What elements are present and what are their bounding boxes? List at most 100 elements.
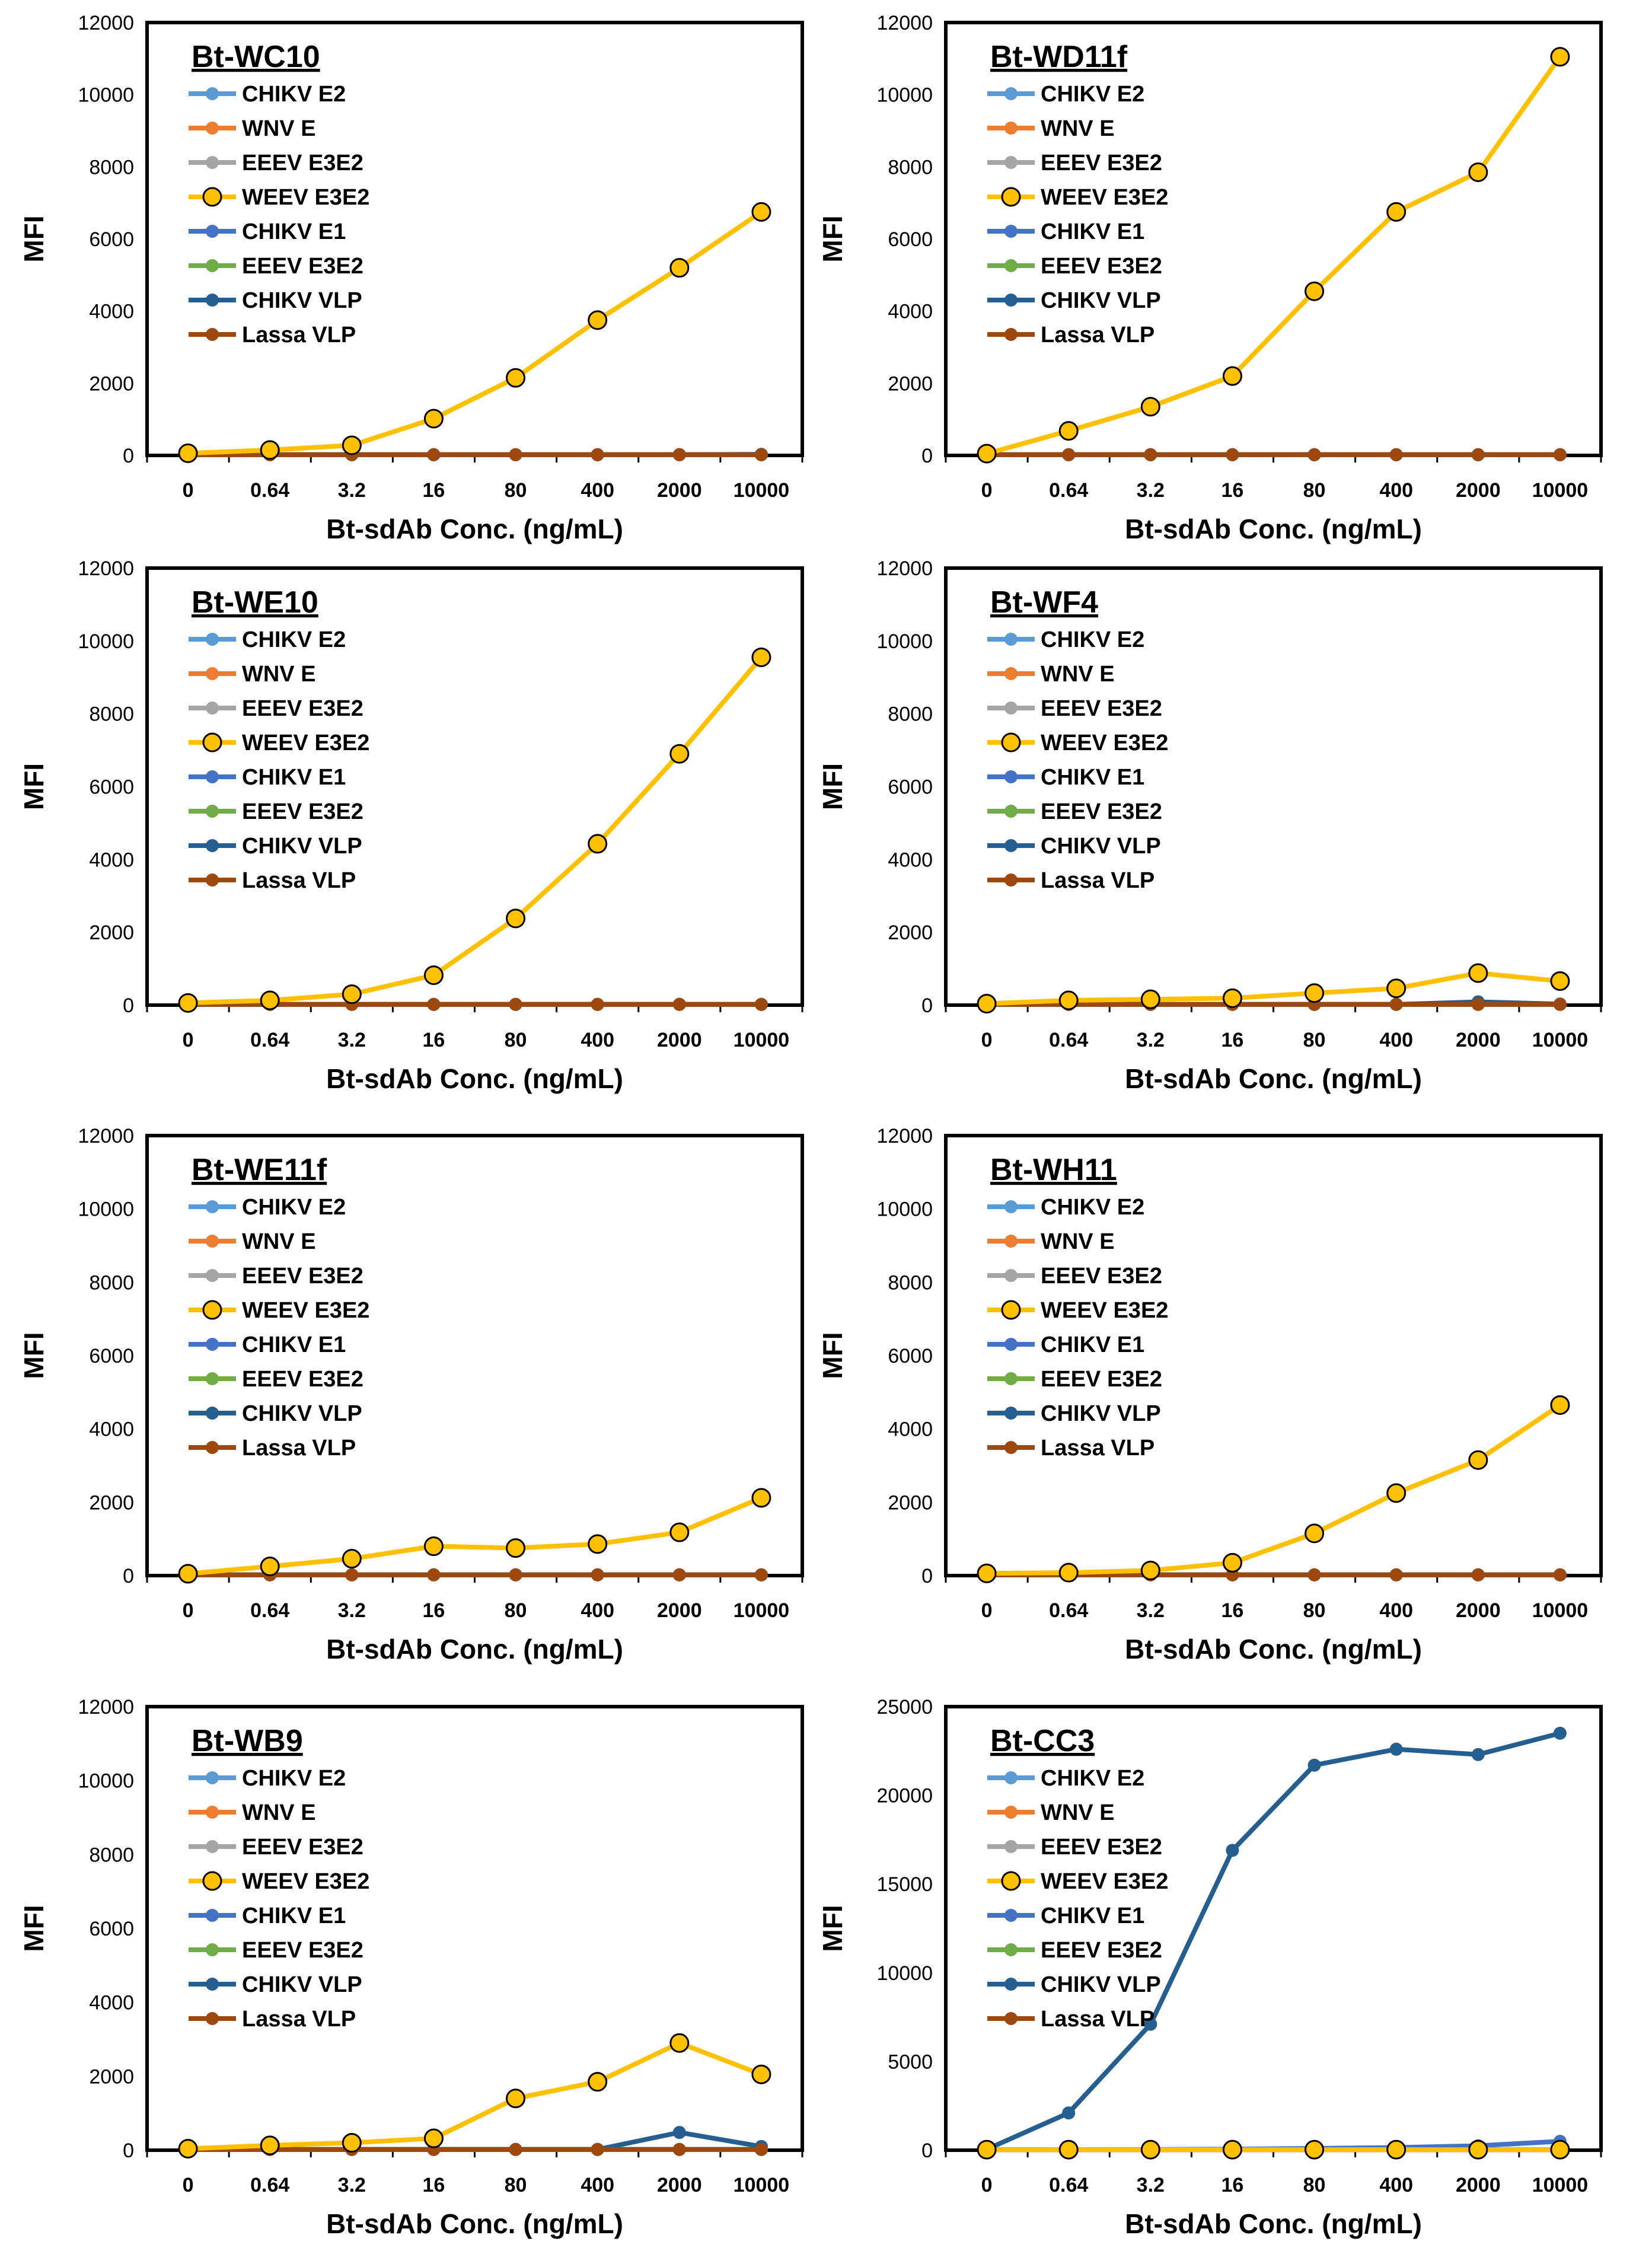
data-point [588, 2072, 608, 2092]
data-point [1062, 448, 1076, 461]
chart-panel-3: 0 2000 4000 6000 8000 10000 12000 0 0.64 3.2 16 80 4… [18, 557, 804, 1094]
y-tick-label: 8000 [89, 156, 134, 178]
legend-marker [206, 1407, 219, 1420]
data-point [672, 448, 686, 461]
legend-marker [206, 122, 219, 135]
x-tick-label: 400 [1379, 1029, 1413, 1051]
y-tick-label: 4000 [89, 1992, 134, 2014]
data-point [1144, 448, 1157, 461]
data-point [427, 997, 441, 1011]
x-tick-label: 0.64 [1049, 479, 1088, 502]
data-point [1058, 2140, 1079, 2160]
x-tick-label: 80 [1303, 1029, 1326, 1051]
legend-marker [206, 2012, 219, 2025]
data-point [751, 2064, 771, 2084]
legend-label: CHIKV E1 [242, 765, 346, 790]
legend-marker [1004, 225, 1018, 238]
chart-panel-6: 0 2000 4000 6000 8000 10000 12000 0 0.64 3.2 16 80 4… [817, 1125, 1603, 1665]
x-tick-label: 3.2 [338, 2174, 366, 2196]
legend-label: CHIKV E2 [1041, 82, 1144, 107]
x-tick-label: 16 [423, 1599, 445, 1622]
data-point [1222, 2140, 1242, 2160]
data-point [1386, 2140, 1407, 2160]
x-tick-label: 0 [981, 1029, 993, 1051]
y-axis-title: MFI [817, 1905, 848, 1952]
y-tick-label: 10000 [876, 630, 933, 653]
data-point [977, 994, 997, 1014]
data-point [672, 2142, 686, 2156]
data-point [1386, 1483, 1407, 1503]
y-tick-label: 10000 [78, 84, 134, 107]
legend-label: CHIKV E2 [242, 627, 346, 652]
y-tick-label: 12000 [78, 1696, 134, 1718]
y-tick-label: 4000 [888, 301, 933, 323]
legend-label: CHIKV E1 [242, 1332, 346, 1357]
series-line [986, 971, 1561, 1006]
legend-label: WEEV E3E2 [242, 731, 369, 755]
y-axis-title: MFI [18, 763, 49, 810]
legend-marker [206, 1771, 219, 1784]
legend-marker [1004, 1372, 1018, 1385]
x-tick-label: 3.2 [1137, 1029, 1165, 1051]
legend-label: EEEV E3E2 [1041, 799, 1162, 824]
data-point [1389, 1742, 1403, 1756]
y-axis-title: MFI [817, 215, 848, 262]
data-point [669, 258, 690, 278]
x-tick-label: 3.2 [1137, 479, 1165, 502]
legend-label: Lassa VLP [242, 2007, 356, 2032]
chart-title: Bt-WC10 [192, 40, 320, 74]
data-point [1305, 2140, 1325, 2160]
data-point [506, 1538, 526, 1558]
legend-marker [1001, 732, 1021, 753]
data-point [669, 2033, 690, 2053]
legend-marker [1004, 1441, 1018, 1454]
legend-marker [206, 1200, 219, 1213]
data-point [1468, 1450, 1488, 1470]
data-point [669, 744, 690, 764]
legend-marker [1004, 294, 1018, 307]
legend-marker [1004, 1840, 1018, 1853]
data-point [1550, 47, 1570, 67]
series-line [187, 2040, 763, 2151]
legend-marker [206, 259, 219, 272]
legend-marker [1004, 1978, 1018, 1991]
data-point [591, 448, 604, 461]
plot-frame [145, 1134, 804, 1577]
legend-marker [1004, 1338, 1018, 1351]
data-point [1307, 448, 1321, 461]
legend-label: CHIKV E2 [1041, 1766, 1144, 1791]
data-point [588, 834, 608, 854]
data-point [1305, 1523, 1325, 1544]
legend-label: Lassa VLP [1041, 2007, 1155, 2032]
x-tick-label: 0.64 [1049, 1599, 1088, 1622]
legend-marker [202, 1871, 222, 1891]
x-tick-label: 16 [423, 479, 445, 502]
data-point [591, 997, 604, 1011]
plot-frame [944, 1134, 1603, 1577]
legend-label: Lassa VLP [242, 323, 356, 347]
data-point [1058, 421, 1079, 441]
x-tick-label: 16 [1222, 1029, 1244, 1051]
legend-label: EEEV E3E2 [1041, 1938, 1162, 1963]
legend-marker [206, 1909, 219, 1922]
data-point [1471, 448, 1485, 461]
series-line [987, 1403, 1562, 1576]
data-point [1550, 971, 1570, 991]
chart-title: Bt-WE10 [192, 585, 318, 620]
x-axis-title: Bt-sdAb Conc. (ng/mL) [326, 2208, 623, 2239]
x-tick-label: 400 [581, 2174, 614, 2196]
legend-label: EEEV E3E2 [1041, 1835, 1162, 1860]
data-point [423, 965, 444, 986]
legend-marker [206, 1338, 219, 1351]
x-axis-title: Bt-sdAb Conc. (ng/mL) [1125, 1634, 1422, 1665]
legend-marker [1004, 156, 1018, 169]
data-point [1468, 2140, 1488, 2160]
chart-title: Bt-WF4 [990, 585, 1098, 620]
legend-marker [1004, 87, 1018, 100]
y-tick-label: 2000 [89, 372, 134, 395]
data-point [342, 2133, 362, 2153]
legend-label: WNV E [242, 662, 316, 687]
legend-label: CHIKV VLP [1041, 1972, 1161, 1997]
data-point [672, 997, 686, 1011]
